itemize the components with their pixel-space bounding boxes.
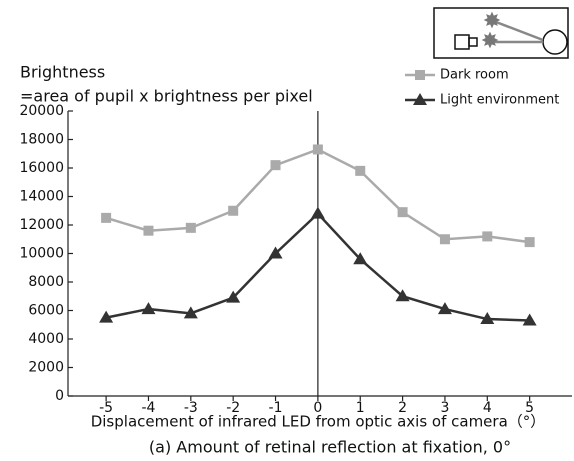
- marker: [270, 160, 281, 171]
- marker: [522, 313, 537, 326]
- y-label: Brightness: [20, 63, 105, 82]
- x-tick-label: 0: [313, 400, 322, 416]
- x-tick-label: 3: [440, 400, 449, 416]
- y-tick-label: 6000: [28, 303, 64, 319]
- legend-marker: [415, 70, 425, 80]
- x-tick-label: -2: [226, 400, 240, 416]
- x-tick-label: 5: [525, 400, 534, 416]
- x-tick-label: 4: [483, 400, 492, 416]
- marker: [353, 252, 368, 265]
- x-tick-label: -5: [99, 400, 113, 416]
- marker: [226, 290, 241, 303]
- marker: [437, 302, 452, 315]
- y-tick-label: 0: [55, 388, 64, 404]
- y-tick-label: 20000: [19, 103, 64, 119]
- y-tick-label: 4000: [28, 331, 64, 347]
- marker: [228, 205, 239, 216]
- marker: [439, 234, 450, 245]
- marker: [397, 207, 408, 218]
- x-tick-label: -4: [141, 400, 155, 416]
- x-label: Displacement of infrared LED from optic …: [91, 413, 546, 431]
- legend-label: Light environment: [440, 93, 559, 108]
- marker: [183, 306, 198, 319]
- x-tick-label: 2: [398, 400, 407, 416]
- y-tick-label: 18000: [19, 132, 64, 148]
- marker: [99, 310, 114, 323]
- y-tick-label: 10000: [19, 246, 64, 262]
- legend-marker: [413, 93, 427, 105]
- legend-label: Dark room: [440, 68, 509, 83]
- marker: [310, 206, 325, 219]
- marker: [482, 231, 493, 242]
- svg-text:✸: ✸: [481, 29, 499, 54]
- x-tick-label: -3: [184, 400, 198, 416]
- y-tick-label: 16000: [19, 160, 64, 176]
- marker: [101, 212, 112, 223]
- camera-icon: ✸ ✸: [433, 7, 569, 59]
- y-tick-label: 14000: [19, 189, 64, 205]
- marker: [480, 312, 495, 325]
- marker: [395, 289, 410, 302]
- caption: (a) Amount of retinal reflection at fixa…: [149, 438, 511, 457]
- x-tick-label: -1: [269, 400, 283, 416]
- x-tick-label: 1: [356, 400, 365, 416]
- marker: [312, 144, 323, 155]
- y-tick-label: 2000: [28, 360, 64, 376]
- y-label: =area of pupil x brightness per pixel: [20, 87, 313, 106]
- svg-text:✸: ✸: [483, 9, 501, 34]
- marker: [141, 302, 156, 315]
- marker: [355, 165, 366, 176]
- marker: [524, 237, 535, 248]
- y-tick-label: 12000: [19, 217, 64, 233]
- marker: [143, 225, 154, 236]
- marker: [185, 222, 196, 233]
- marker: [268, 246, 283, 259]
- y-tick-label: 8000: [28, 274, 64, 290]
